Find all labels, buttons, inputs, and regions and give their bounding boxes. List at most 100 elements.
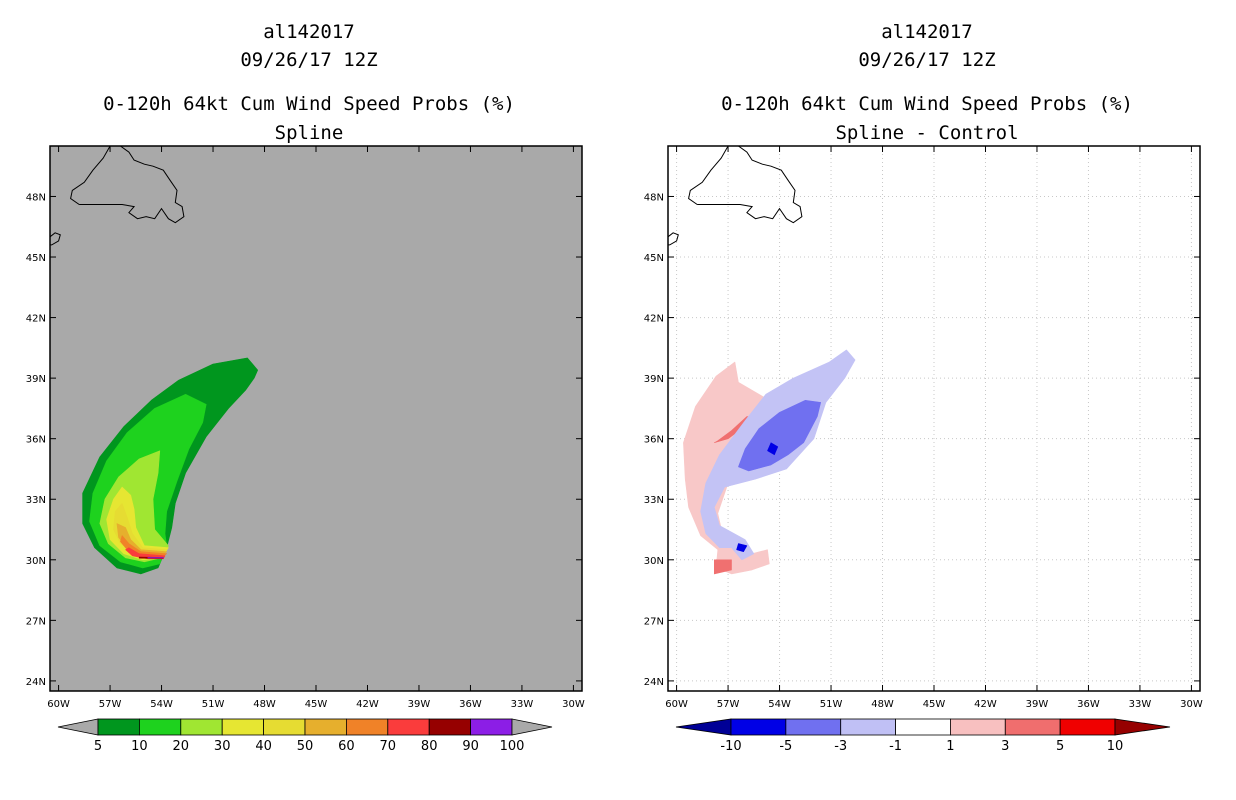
x-tick-label: 54W: [150, 699, 173, 710]
left-y-ticks: 24N 27N 30N 33N 36N 39N 42N 45N 48N: [26, 192, 582, 688]
left-map-background: [50, 146, 582, 691]
right-y-ticks: 24N 27N 30N 33N 36N 39N 42N 45N 48N: [644, 192, 1200, 688]
y-tick-label: 48N: [26, 192, 46, 203]
right-colorbar: -10 -5 -3 -1 1 3 5 10: [675, 718, 1171, 754]
colorbar-over-triangle: [511, 718, 553, 736]
contour-level-neg5: [767, 442, 779, 456]
left-datetime: 09/26/17 12Z: [240, 49, 377, 71]
x-tick-label: 45W: [305, 699, 328, 710]
colorbar-swatch: [1004, 718, 1061, 736]
colorbar-under-triangle: [675, 718, 732, 736]
colorbar-label: 80: [421, 739, 438, 754]
colorbar-label: 70: [380, 739, 397, 754]
colorbar-swatch: [304, 718, 347, 736]
colorbar-swatch: [730, 718, 787, 736]
right-contours: [683, 349, 856, 575]
x-tick-label: 42W: [974, 699, 997, 710]
x-tick-label: 60W: [665, 699, 688, 710]
x-tick-label: 60W: [47, 699, 70, 710]
coastline-segment: [667, 232, 679, 246]
colorbar-label: 5: [1056, 739, 1064, 754]
colorbar-label: -1: [889, 739, 902, 754]
contour-level-3: [713, 559, 732, 575]
colorbar-swatch: [180, 718, 223, 736]
colorbar-swatch: [840, 718, 896, 736]
x-tick-label: 57W: [99, 699, 122, 710]
colorbar-swatch: [97, 718, 140, 736]
coastline-segment: [688, 145, 803, 224]
colorbar-label: 1: [946, 739, 954, 754]
y-tick-label: 42N: [644, 314, 664, 325]
y-tick-label: 39N: [26, 374, 46, 385]
colorbar-label: 5: [94, 739, 102, 754]
left-map-plot: 60W 57W 54W 51W 48W 45W 42W 39W 36W 33W 30W 24N 27N…: [26, 145, 585, 710]
y-tick-label: 33N: [644, 495, 664, 506]
contour-level-neg5: [736, 543, 748, 553]
colorbar-swatch: [950, 718, 1006, 736]
colorbar-label: 100: [500, 739, 525, 754]
x-tick-label: 30W: [562, 699, 585, 710]
left-contours: [82, 357, 259, 575]
colorbar-swatch: [345, 718, 389, 736]
x-tick-label: 36W: [459, 699, 482, 710]
colorbar-under-triangle: [57, 718, 99, 736]
right-title: 0-120h 64kt Cum Wind Speed Probs (%): [721, 93, 1133, 115]
y-tick-label: 33N: [26, 495, 46, 506]
y-tick-label: 48N: [644, 192, 664, 203]
colorbar-swatch: [138, 718, 182, 736]
x-tick-label: 30W: [1180, 699, 1203, 710]
right-coastline: [667, 145, 803, 246]
x-tick-label: 48W: [253, 699, 276, 710]
x-tick-label: 48W: [871, 699, 894, 710]
contour-level-70: [125, 547, 166, 560]
x-tick-label: 51W: [202, 699, 225, 710]
x-tick-label: 33W: [511, 699, 534, 710]
x-tick-label: 39W: [408, 699, 431, 710]
right-x-ticks: 60W 57W 54W 51W 48W 45W 42W 39W 36W 33W 30W: [665, 146, 1203, 710]
left-colorbar: 5 10 20 30 40 50 60 70 80 90 100: [57, 718, 553, 754]
x-tick-label: 57W: [717, 699, 740, 710]
y-tick-label: 24N: [26, 677, 46, 688]
colorbar-label: -5: [779, 739, 792, 754]
y-tick-label: 36N: [26, 435, 46, 446]
left-x-ticks: 60W 57W 54W 51W 48W 45W 42W 39W 36W 33W 30W: [47, 146, 585, 710]
colorbar-swatch: [263, 718, 306, 736]
colorbar-swatch: [428, 718, 472, 736]
y-tick-label: 30N: [644, 556, 664, 567]
colorbar-label: 10: [1107, 739, 1124, 754]
x-tick-label: 33W: [1129, 699, 1152, 710]
y-tick-label: 27N: [644, 616, 664, 627]
left-coastline: [49, 145, 185, 246]
left-storm-id: al142017: [263, 21, 355, 43]
colorbar-label: 20: [173, 739, 190, 754]
x-tick-label: 54W: [768, 699, 791, 710]
y-tick-label: 30N: [26, 556, 46, 567]
x-tick-label: 42W: [356, 699, 379, 710]
right-map-plot: 60W 57W 54W 51W 48W 45W 42W 39W 36W 33W 30W 24N 27N…: [644, 145, 1203, 710]
y-tick-label: 42N: [26, 314, 46, 325]
colorbar-swatch: [470, 718, 513, 736]
contour-level-neg3: [738, 399, 822, 472]
y-tick-label: 36N: [644, 435, 664, 446]
colorbar-swatch: [1059, 718, 1116, 736]
colorbar-label: 40: [255, 739, 272, 754]
colorbar-swatch: [895, 718, 951, 736]
colorbar-label: 60: [338, 739, 355, 754]
y-tick-label: 24N: [644, 677, 664, 688]
left-title: 0-120h 64kt Cum Wind Speed Probs (%): [103, 93, 515, 115]
colorbar-swatch: [387, 718, 430, 736]
x-tick-label: 45W: [923, 699, 946, 710]
colorbar-label: 10: [131, 739, 148, 754]
colorbar-label: 3: [1001, 739, 1009, 754]
right-storm-id: al142017: [881, 21, 973, 43]
y-tick-label: 45N: [26, 253, 46, 264]
colorbar-over-triangle: [1114, 718, 1171, 736]
colorbar-label: 30: [214, 739, 231, 754]
x-tick-label: 39W: [1026, 699, 1049, 710]
colorbar-label: -10: [720, 739, 741, 754]
y-tick-label: 39N: [644, 374, 664, 385]
colorbar-label: 50: [297, 739, 314, 754]
colorbar-label: 90: [462, 739, 479, 754]
coastline-segment: [49, 232, 61, 246]
